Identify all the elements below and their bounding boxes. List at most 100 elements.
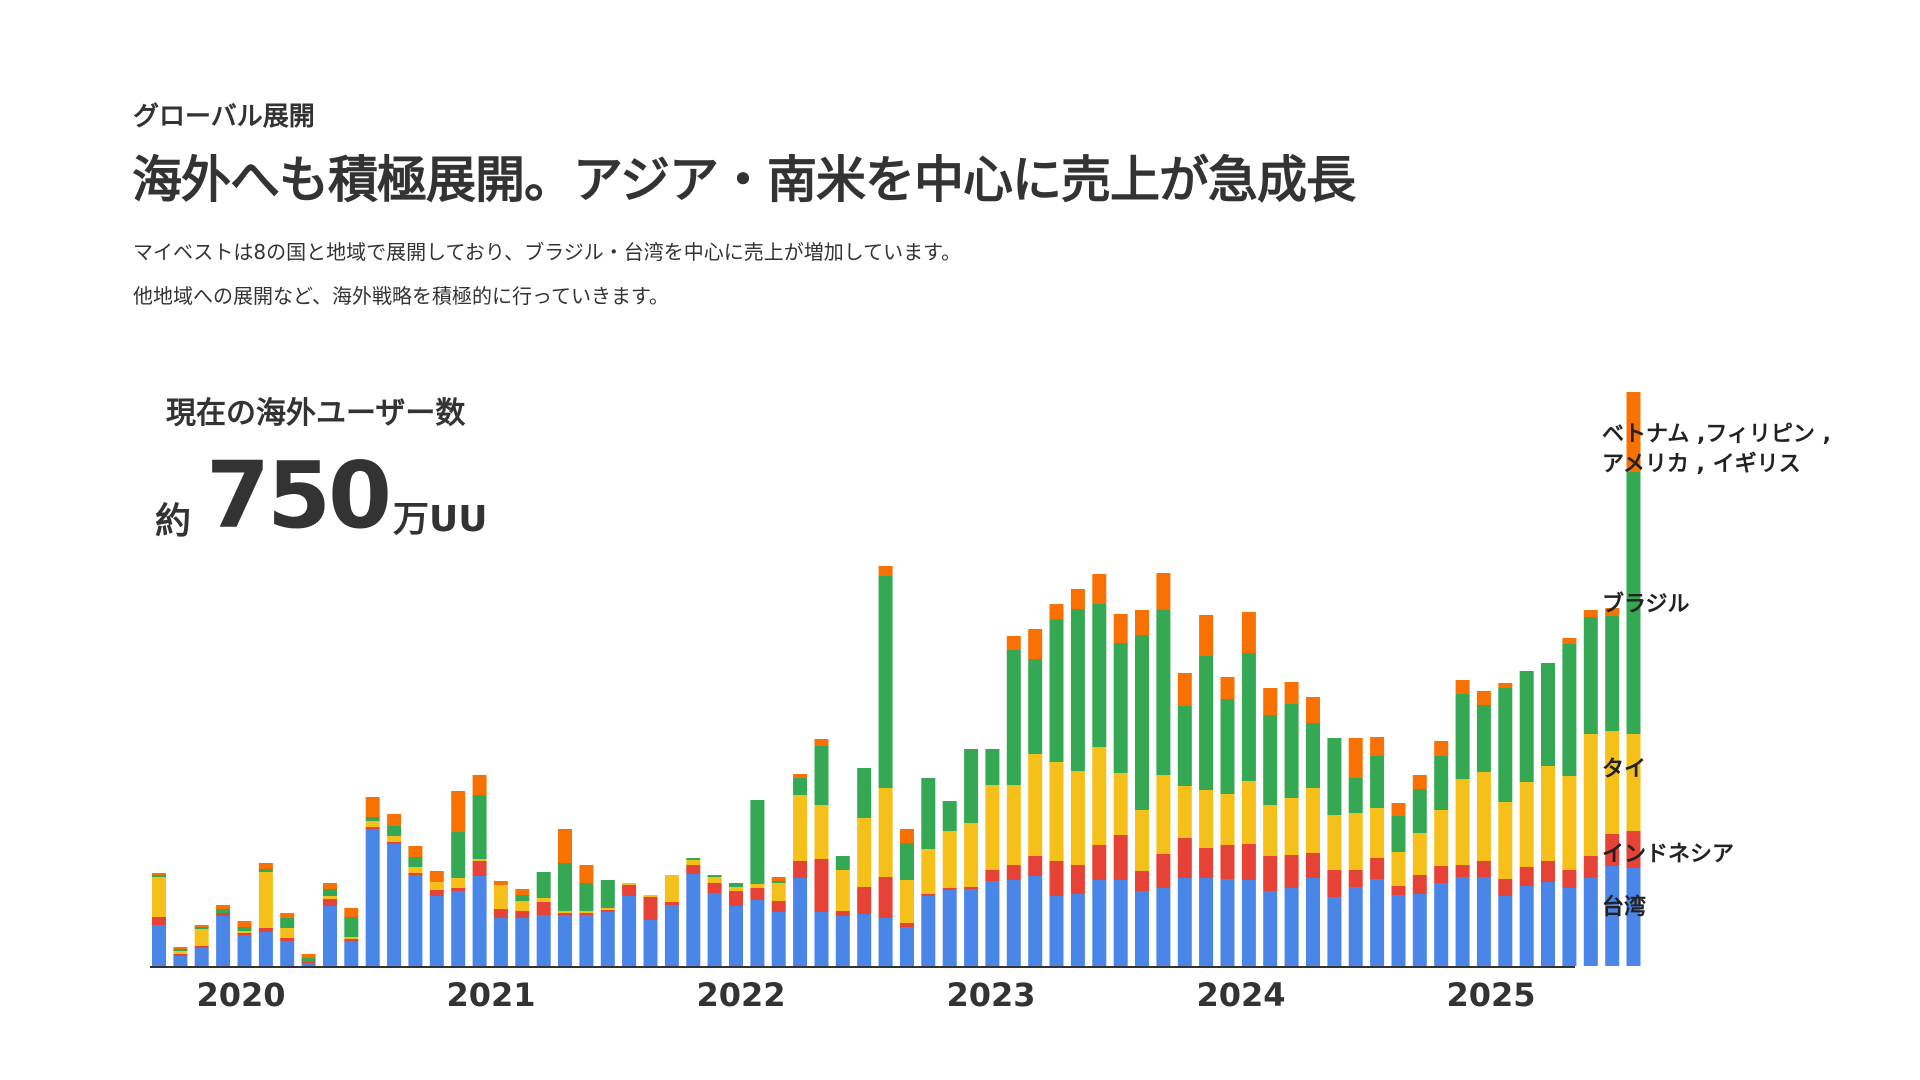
bar-segment: [1006, 880, 1021, 966]
bar-segment: [964, 887, 979, 889]
bar-segment: [365, 821, 380, 827]
bar-segment: [707, 875, 722, 877]
bar-segment: [900, 880, 914, 923]
bar-segment: [237, 931, 252, 933]
bar-segment: [387, 844, 402, 966]
bar-segment: [558, 829, 572, 863]
kpi-label: 現在の海外ユーザー数: [166, 396, 466, 431]
bar-segment: [1306, 788, 1320, 853]
bar-segment: [323, 889, 337, 896]
bar-segment: [280, 941, 295, 966]
x-tick-label: 2024: [1196, 976, 1285, 1014]
bar-segment: [1605, 866, 1620, 966]
bar-segment: [194, 927, 209, 929]
bar-segment: [1562, 888, 1577, 966]
bar-segment: [793, 778, 808, 795]
bar-segment: [429, 882, 444, 890]
bar-segment: [1241, 844, 1256, 880]
bar-segment: [365, 827, 380, 829]
bar-segment: [1199, 878, 1214, 966]
bar-segment: [387, 842, 402, 844]
bar-segment: [1199, 848, 1214, 878]
bar-segment: [1434, 741, 1449, 756]
bar-segment: [793, 861, 808, 878]
bar-segment: [1284, 855, 1299, 888]
bar-segment: [1626, 734, 1641, 831]
bar-segment: [771, 881, 786, 883]
bar-segment: [1519, 867, 1534, 886]
bar-segment: [686, 865, 701, 874]
bar-segment: [1263, 688, 1278, 715]
legend-label-taiwan: 台湾: [1602, 895, 1647, 920]
bar-segment: [729, 891, 743, 906]
bar-segment: [1135, 610, 1149, 635]
bar-segment: [1455, 779, 1470, 865]
bar-segment: [493, 918, 508, 966]
bar-segment: [451, 888, 466, 891]
bar-segment: [1391, 852, 1406, 886]
bar-segment: [1348, 738, 1363, 778]
legend-label-other: ベトナム ,フィリピン , アメリカ , イギリス: [1602, 422, 1831, 477]
bar-segment: [1263, 891, 1278, 966]
bar-segment: [1306, 697, 1320, 723]
x-tick-label: 2020: [196, 976, 285, 1014]
bar-segment: [835, 870, 850, 911]
bar-segment: [1370, 737, 1385, 756]
bar-segment: [857, 887, 872, 914]
bar-segment: [729, 906, 743, 966]
bar-segment: [1583, 610, 1598, 617]
bar-segment: [365, 817, 380, 821]
bar-segment: [301, 963, 316, 966]
bar-segment: [1070, 771, 1085, 865]
bar-segment: [493, 909, 508, 918]
bar-segment: [579, 913, 594, 915]
bar-segment: [750, 800, 765, 884]
bar-segment: [1263, 715, 1278, 805]
bar-segment: [1028, 856, 1043, 876]
bar-segment: [878, 576, 893, 788]
bar-segment: [1220, 677, 1235, 699]
bar-segment: [579, 911, 594, 913]
bar-segment: [1476, 772, 1491, 861]
bar-segment: [1070, 865, 1085, 894]
bar-segment: [536, 898, 551, 902]
bar-segment: [408, 875, 423, 966]
bar-segment: [686, 860, 701, 865]
bar-segment: [387, 836, 402, 842]
kpi-prefix: 約: [155, 501, 192, 542]
x-tick-label: 2025: [1446, 976, 1535, 1014]
bar-segment: [515, 911, 530, 918]
bar-segment: [1562, 870, 1577, 888]
bar-segment: [1199, 615, 1214, 656]
bar-segment: [1049, 619, 1064, 762]
bar-segment: [558, 863, 572, 911]
bar-segment: [1220, 879, 1235, 966]
bar-segment: [1583, 617, 1598, 734]
bar-segment: [1434, 883, 1449, 966]
bar-segment: [707, 893, 722, 966]
bar-segment: [1156, 573, 1171, 610]
bar-segment: [835, 856, 850, 870]
bar-segment: [472, 876, 487, 966]
bar-segment: [1070, 609, 1085, 771]
bar-segment: [1156, 610, 1171, 775]
bar-segment: [1092, 747, 1107, 845]
bar-segment: [152, 875, 166, 877]
bar-segment: [878, 877, 893, 918]
bar-segment: [1177, 673, 1192, 706]
bar-segment: [194, 948, 209, 966]
bar-segment: [1006, 785, 1021, 865]
bar-segment: [408, 873, 423, 875]
bar-segment: [237, 927, 252, 931]
bar-segment: [1199, 656, 1214, 790]
bar-segment: [729, 887, 743, 891]
bar-segment: [1113, 614, 1128, 643]
bar-segment: [814, 912, 829, 966]
bar-segment: [1455, 694, 1470, 779]
bar-segment: [579, 883, 594, 911]
bar-segment: [1541, 663, 1555, 766]
bar-segment: [1562, 644, 1577, 776]
bar-segment: [1541, 882, 1555, 966]
bar-segment: [1177, 838, 1192, 878]
